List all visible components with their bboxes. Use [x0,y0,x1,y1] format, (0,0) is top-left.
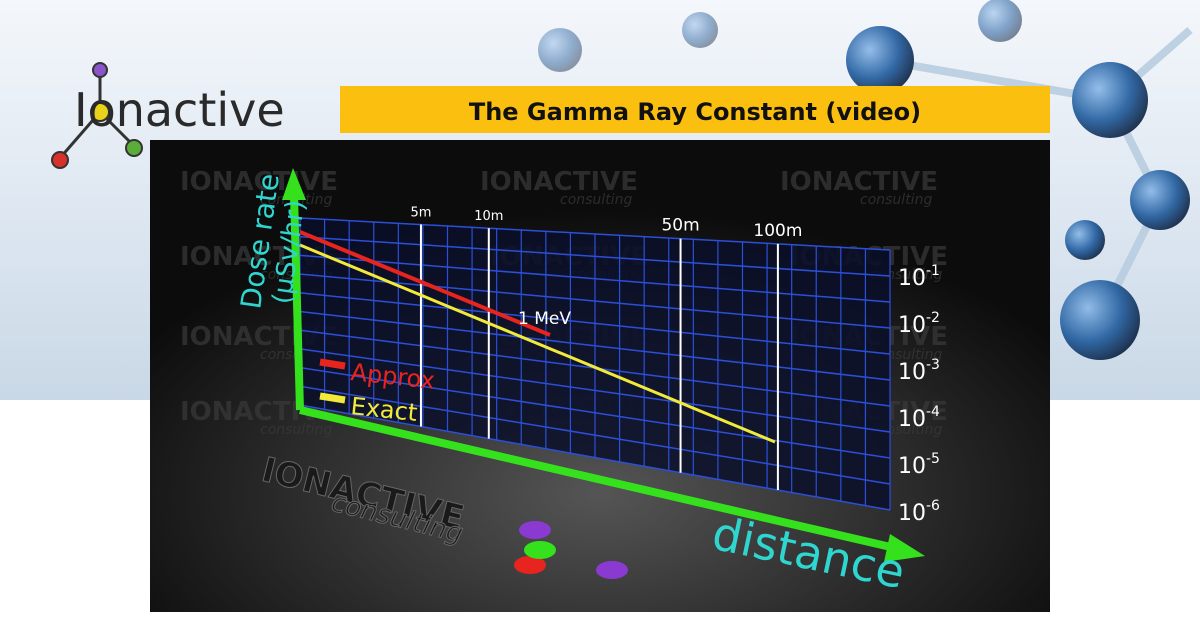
watermark-sub: consulting [260,422,332,438]
y-tick-label: 10-1 [898,263,940,291]
tick-base: 10 [898,407,926,432]
tick-exponent: -2 [926,310,940,326]
logo-text: Ionactive [74,83,285,137]
grid [299,217,891,511]
tick-base: 10 [898,266,926,291]
tick-base: 10 [898,360,926,385]
logo: Ionactive [51,62,285,169]
y-tick-label: 10-3 [898,357,940,385]
tick-exponent: -5 [926,451,940,467]
y-tick-label: 10-2 [898,310,940,338]
banner [340,86,1050,133]
legend-label: Exact [349,392,418,427]
atom-icon [596,561,628,579]
watermark: IONACTIVE [480,167,638,197]
tick-base: 10 [898,313,926,338]
tick-exponent: -6 [926,498,940,514]
tick-exponent: -4 [926,404,940,420]
banner-title: The Gamma Ray Constant (video) [469,98,921,126]
tick-base: 10 [898,454,926,479]
annotation: 1 MeV [518,309,571,329]
axes [282,168,925,562]
x-tick-label: 5m [410,206,431,221]
y-tick-label: 10-6 [898,498,940,526]
x-tick-label: 10m [474,209,503,224]
tick-base: 10 [898,501,926,526]
tick-exponent: -1 [926,263,940,279]
approx-line [299,230,551,337]
y-tick-label: 10-4 [898,404,940,432]
atom-icon [524,541,556,559]
atom-icon [514,556,546,574]
watermark: IONACTIVE [780,167,938,197]
watermark: IONACTIVE [180,167,338,197]
x-tick-label: 50m [661,216,699,236]
atom-icon [519,521,551,539]
molecules [538,0,1193,360]
y-tick-label: 10-5 [898,451,940,479]
watermark-sub: consulting [560,192,632,208]
exact-line [299,243,776,444]
watermark-sub: consulting [860,192,932,208]
tick-exponent: -3 [926,357,940,373]
x-tick-label: 100m [753,221,802,241]
